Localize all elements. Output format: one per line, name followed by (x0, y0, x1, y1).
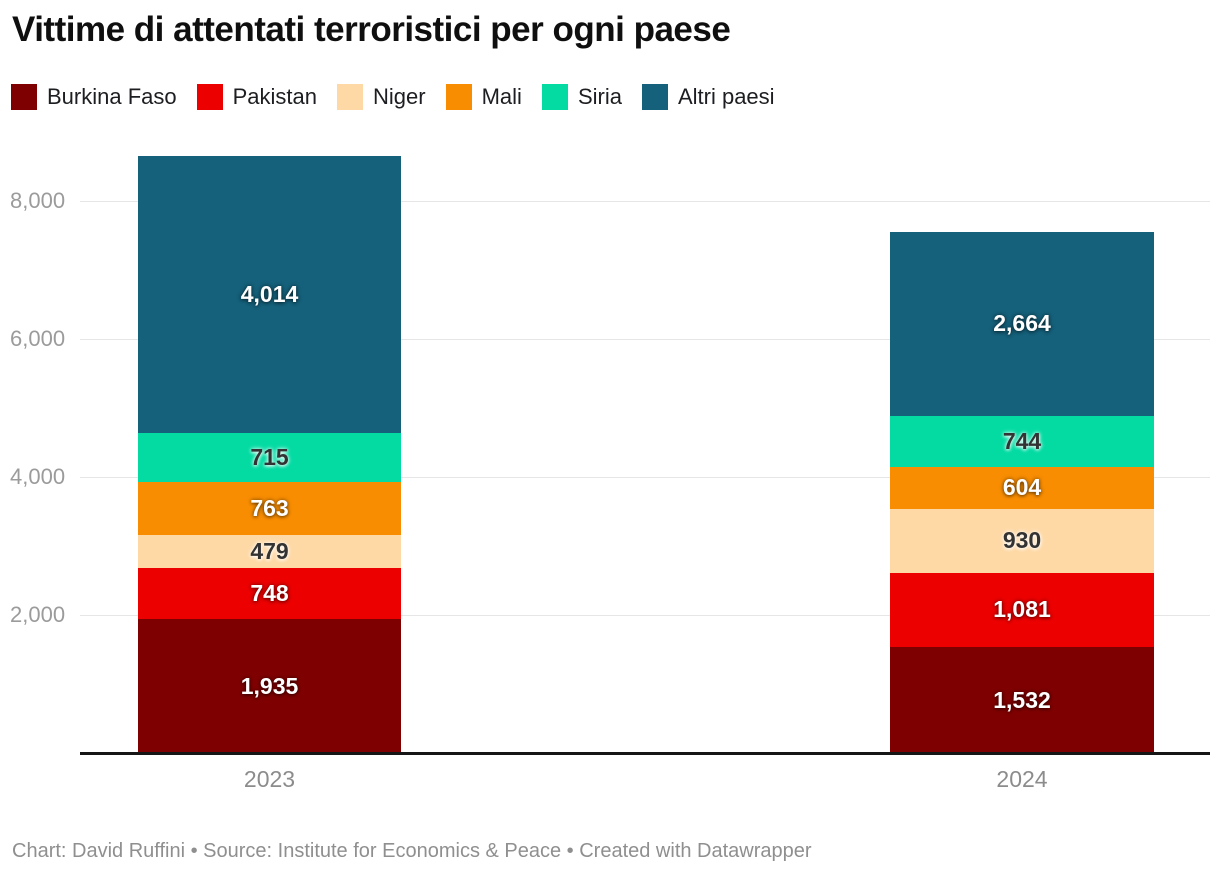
bar-segment-2023-siria[interactable]: 715 (138, 432, 401, 483)
legend-label: Mali (481, 84, 522, 109)
legend-item-niger: Niger (337, 84, 426, 110)
bar-value-label: 763 (250, 495, 289, 521)
bar-segment-2024-niger[interactable]: 930 (890, 508, 1154, 573)
x-axis-label-2023: 2023 (243, 766, 296, 792)
x-axis-line (80, 752, 1210, 755)
y-tick-label-8000: 8,000 (10, 188, 66, 213)
bar-segment-2024-pakistan[interactable]: 1,081 (890, 572, 1154, 648)
bar-2023: 1,935 748 479 763 715 4,014 (138, 155, 401, 753)
bar-2024: 1,532 1,081 930 604 744 2,664 (890, 231, 1154, 753)
bar-value-label: 1,532 (993, 686, 1051, 713)
bar-value-label: 748 (250, 580, 289, 607)
bar-segment-2024-siria[interactable]: 744 (890, 415, 1154, 467)
legend-swatch (445, 84, 472, 110)
bar-segment-2023-mali[interactable]: 763 (138, 482, 401, 535)
legend-label: Siria (577, 84, 622, 109)
bar-value-label: 715 (250, 444, 289, 471)
y-tick-label-2000: 2,000 (10, 602, 66, 627)
bar-value-label: 2,664 (993, 310, 1051, 337)
legend-label: Pakistan (232, 84, 318, 109)
legend-label: Burkina Faso (47, 84, 177, 109)
legend-swatch (641, 84, 668, 110)
footer-attribution: Chart: David Ruffini • Source: Institute… (12, 840, 812, 862)
bar-segment-2023-niger[interactable]: 479 (138, 534, 401, 568)
bar-value-label: 744 (1002, 427, 1042, 454)
legend-label: Niger (373, 84, 426, 109)
legend-item-mali: Mali (445, 84, 522, 110)
legend: Burkina Faso Pakistan Niger Mali Siria Altri … (11, 84, 775, 110)
legend-swatch (541, 84, 568, 110)
bar-value-label: 1,935 (240, 672, 299, 699)
bar-segment-2024-burkina-faso[interactable]: 1,532 (890, 647, 1154, 753)
legend-item-siria: Siria (541, 84, 622, 110)
bar-value-label: 4,014 (240, 280, 299, 307)
legend-item-altri-paesi: Altri paesi (641, 84, 775, 110)
bar-segment-2023-altri-paesi[interactable]: 4,014 (138, 155, 401, 433)
gridline-4000 (80, 477, 1210, 478)
bar-segment-2024-mali[interactable]: 604 (890, 466, 1154, 509)
bar-value-label: 604 (1002, 474, 1042, 501)
bar-segment-2023-pakistan[interactable]: 748 (138, 567, 401, 620)
bar-value-label: 930 (1002, 527, 1042, 554)
bar-value-label: 479 (250, 537, 289, 564)
chart-title: Vittime di attentati terroristici per og… (12, 10, 731, 49)
legend-label: Altri paesi (677, 84, 775, 109)
legend-item-pakistan: Pakistan (196, 84, 318, 110)
legend-swatch (196, 84, 223, 110)
bar-segment-2024-altri-paesi[interactable]: 2,664 (890, 231, 1154, 416)
gridline-8000 (80, 201, 1210, 202)
x-axis-label-2024: 2024 (996, 766, 1048, 792)
y-tick-label-6000: 6,000 (10, 326, 66, 351)
gridline-6000 (80, 339, 1210, 340)
y-tick-label-4000: 4,000 (10, 464, 66, 489)
legend-item-burkina-faso: Burkina Faso (11, 84, 177, 110)
bar-value-label: 1,081 (993, 596, 1051, 623)
legend-swatch (337, 84, 364, 110)
bar-segment-2023-burkina-faso[interactable]: 1,935 (138, 619, 401, 753)
legend-swatch (11, 84, 37, 110)
gridline-2000 (80, 615, 1210, 616)
